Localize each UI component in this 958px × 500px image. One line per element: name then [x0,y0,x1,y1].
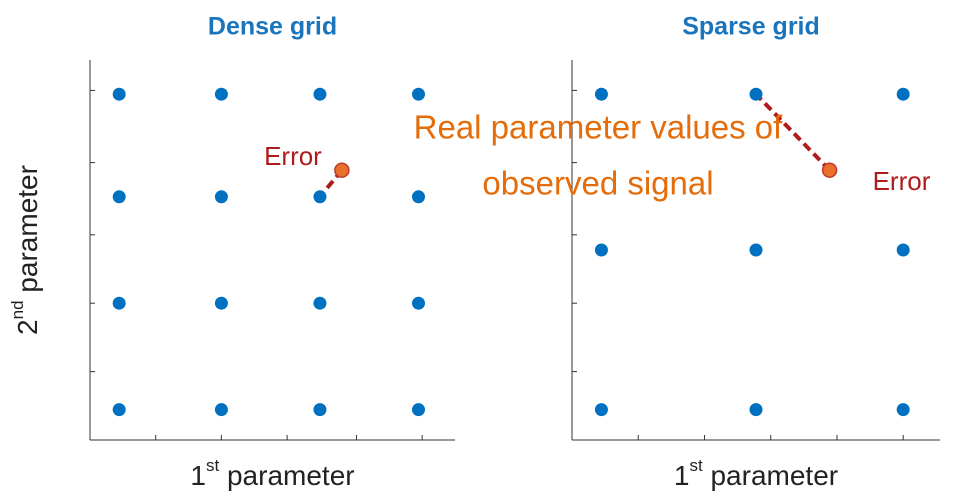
grid-point [896,403,910,417]
grid-point [896,243,910,257]
axis-label-sup: nd [8,300,27,319]
grid-point [749,243,763,257]
grid-point [749,87,763,101]
grid-point [594,87,608,101]
grid-point [313,87,327,101]
annotation: Real parameter values of [414,109,784,146]
grid-point [214,403,228,417]
chart-title: Dense grid [208,13,337,41]
axis-label-part: 1 [190,460,206,491]
chart-title: Sparse grid [682,13,820,41]
signal-point [821,162,838,178]
axis-label-part: 1 [674,460,690,491]
grid-point [412,296,425,310]
grid-point [112,296,126,310]
grid-point [594,243,608,257]
grid-point [214,296,228,310]
grid-point [412,190,425,204]
error-label: Error [264,141,322,171]
grid-point [112,403,126,417]
axis-label-part: parameter [219,460,354,491]
grid-point [313,296,327,310]
error-line [754,92,832,172]
grid-point [313,403,327,417]
grid-point [214,87,228,101]
axis-label-part: parameter [703,460,838,491]
grid-point [412,403,425,417]
axis-label-part: parameter [12,165,43,300]
axis-label-sup: st [689,456,703,475]
axis-label-part: 2 [12,319,43,335]
grid-point [749,403,763,417]
axis-label: 2nd parameter [8,165,43,335]
error-label: Error [873,166,931,196]
signal-point [334,162,350,178]
grid-point [112,190,126,204]
grid-point [594,403,608,417]
axis-label: 1st parameter [190,456,354,491]
grid-point [896,87,910,101]
axis-label-sup: st [206,456,220,475]
grid-point [112,87,126,101]
grid-point [313,190,327,204]
grid-point [214,190,228,204]
axis-label: 1st parameter [674,456,838,491]
grid-point [412,87,425,101]
annotation: observed signal [482,165,713,202]
